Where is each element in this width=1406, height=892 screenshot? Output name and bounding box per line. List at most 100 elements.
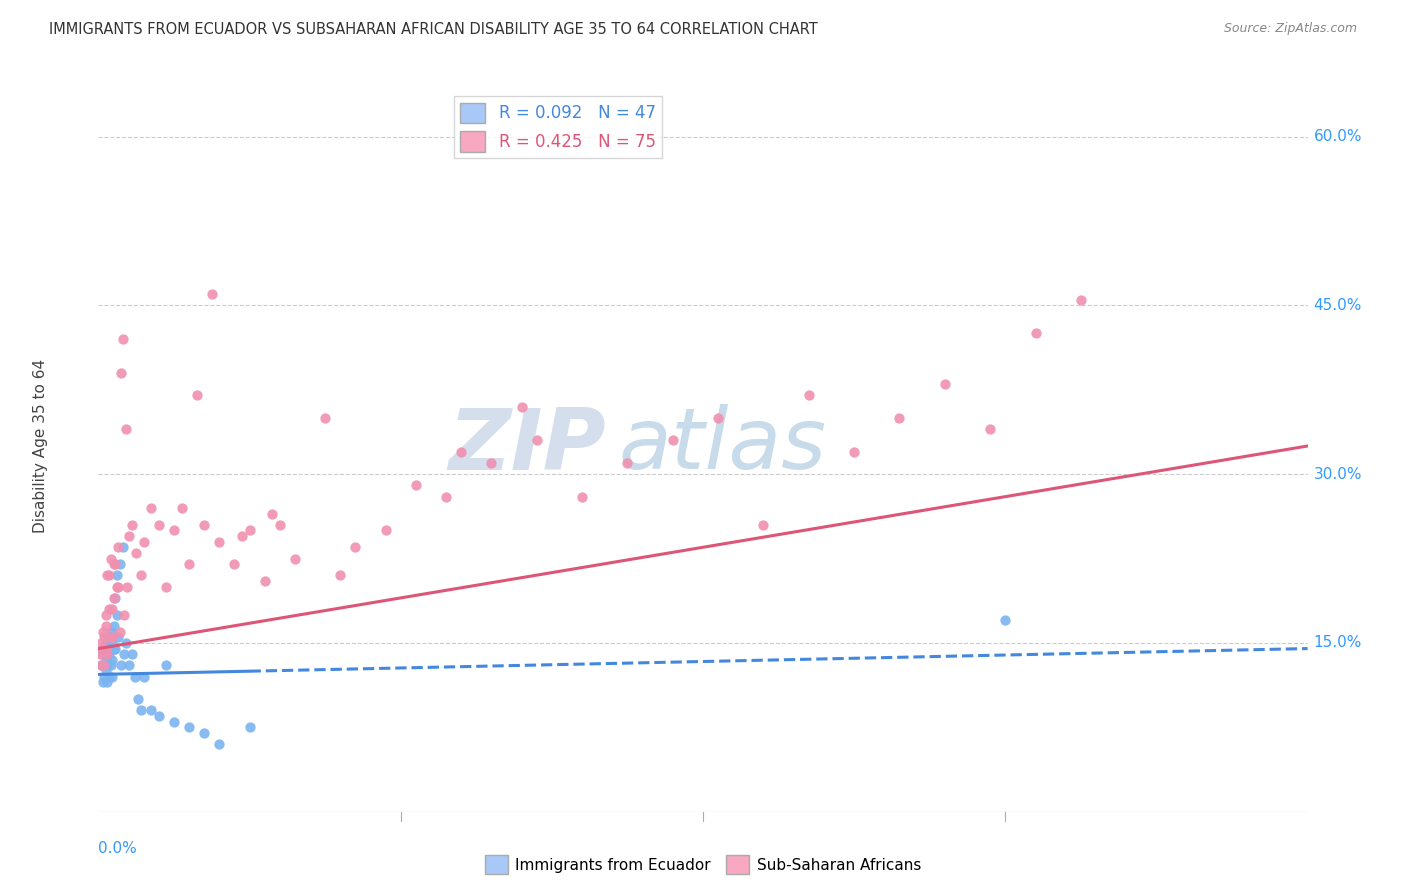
Point	[108, 624, 131, 639]
Point	[93, 641, 115, 656]
Point	[107, 541, 129, 555]
Point	[481, 456, 503, 470]
Point	[132, 534, 155, 549]
Point	[1070, 293, 1092, 307]
Point	[98, 630, 121, 644]
Point	[104, 641, 127, 656]
Point	[179, 557, 201, 571]
Point	[90, 658, 112, 673]
Point	[329, 568, 352, 582]
Point	[93, 670, 115, 684]
Point	[105, 568, 128, 582]
Point	[934, 377, 956, 392]
Point	[111, 541, 134, 555]
Legend: R = 0.092   N = 47, R = 0.425   N = 75: R = 0.092 N = 47, R = 0.425 N = 75	[454, 96, 662, 158]
Point	[510, 400, 533, 414]
Point	[163, 714, 186, 729]
Point	[98, 670, 121, 684]
Point	[129, 568, 152, 582]
Point	[91, 647, 114, 661]
Point	[91, 641, 114, 656]
Point	[112, 607, 135, 622]
Point	[108, 557, 131, 571]
Point	[405, 478, 427, 492]
Point	[112, 647, 135, 661]
Point	[707, 410, 730, 425]
Point	[91, 624, 114, 639]
Point	[107, 630, 129, 644]
Point	[101, 653, 124, 667]
Point	[344, 541, 367, 555]
Point	[103, 619, 125, 633]
Point	[100, 641, 122, 656]
Point	[231, 529, 253, 543]
Point	[155, 658, 177, 673]
Point	[111, 332, 134, 346]
Point	[103, 591, 125, 605]
Point	[104, 591, 127, 605]
Point	[94, 619, 117, 633]
Point	[114, 422, 136, 436]
Text: Disability Age 35 to 64: Disability Age 35 to 64	[32, 359, 48, 533]
Point	[141, 703, 163, 717]
Point	[148, 709, 170, 723]
Point	[1024, 326, 1046, 341]
Point	[96, 675, 118, 690]
Point	[94, 607, 117, 622]
Point	[115, 580, 138, 594]
Point	[90, 636, 112, 650]
Point	[193, 726, 215, 740]
Point	[994, 614, 1017, 628]
Point	[208, 737, 231, 751]
Point	[155, 580, 177, 594]
Point	[110, 658, 132, 673]
Point	[103, 557, 125, 571]
Point	[125, 546, 148, 560]
Point	[101, 602, 124, 616]
Point	[262, 507, 284, 521]
Point	[193, 517, 215, 532]
Point	[844, 444, 866, 458]
Point	[91, 675, 114, 690]
Point	[107, 580, 129, 594]
Point	[224, 557, 246, 571]
Point	[121, 517, 143, 532]
Point	[127, 692, 149, 706]
Point	[124, 670, 146, 684]
Point	[105, 580, 128, 594]
Point	[450, 444, 472, 458]
Point	[103, 641, 125, 656]
Point	[269, 517, 291, 532]
Point	[616, 456, 638, 470]
Point	[571, 490, 593, 504]
Point	[121, 647, 143, 661]
Text: 45.0%: 45.0%	[1313, 298, 1362, 313]
Point	[98, 568, 121, 582]
Point	[661, 434, 683, 448]
Point	[434, 490, 457, 504]
Point	[89, 647, 111, 661]
Point	[98, 630, 121, 644]
Point	[94, 641, 117, 656]
Point	[284, 551, 307, 566]
Point	[752, 517, 775, 532]
Point	[314, 410, 336, 425]
Point	[186, 388, 208, 402]
Text: IMMIGRANTS FROM ECUADOR VS SUBSAHARAN AFRICAN DISABILITY AGE 35 TO 64 CORRELATIO: IMMIGRANTS FROM ECUADOR VS SUBSAHARAN AF…	[49, 22, 818, 37]
Point	[163, 524, 186, 538]
Point	[96, 658, 118, 673]
Point	[100, 624, 122, 639]
Point	[374, 524, 396, 538]
Text: atlas: atlas	[619, 404, 827, 488]
Point	[132, 670, 155, 684]
Text: 30.0%: 30.0%	[1313, 467, 1362, 482]
Point	[114, 636, 136, 650]
Point	[201, 287, 224, 301]
Point	[98, 647, 121, 661]
Point	[239, 524, 262, 538]
Point	[104, 557, 127, 571]
Text: 15.0%: 15.0%	[1313, 635, 1362, 650]
Point	[208, 534, 231, 549]
Point	[110, 366, 132, 380]
Point	[96, 647, 118, 661]
